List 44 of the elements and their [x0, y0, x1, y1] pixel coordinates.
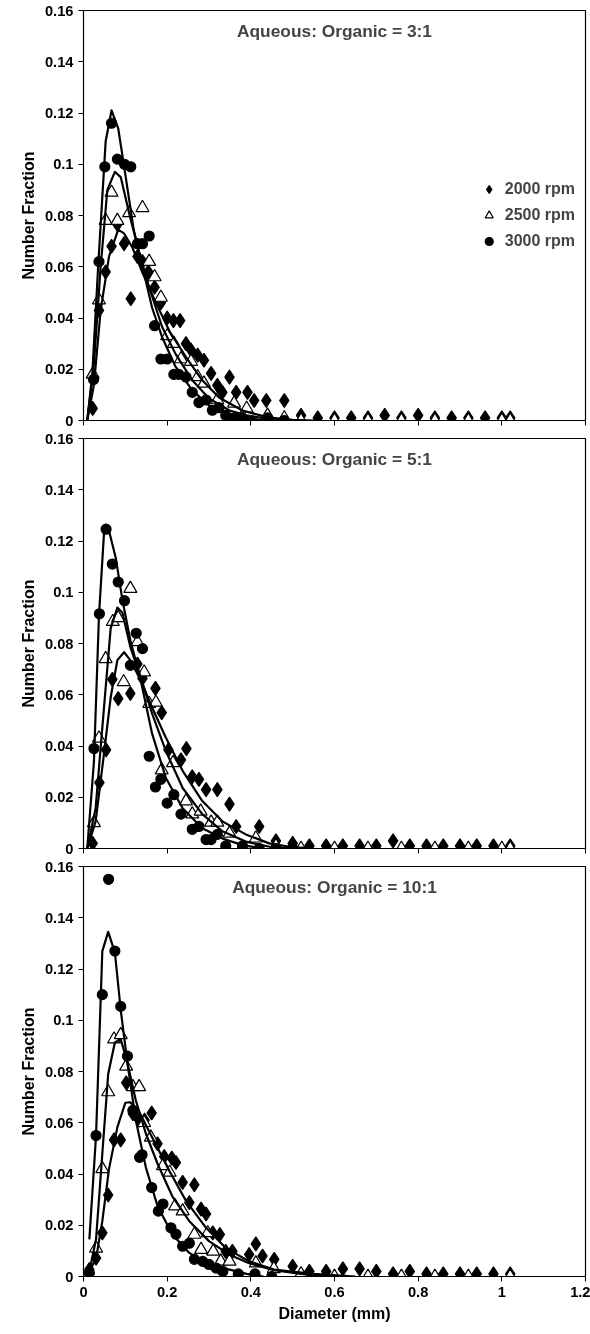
x-tick-label: 0 [79, 1283, 88, 1300]
x-tick-label: 0.2 [156, 1283, 178, 1300]
y-tick-label: 0 [65, 840, 74, 857]
y-tick-label: 0.08 [44, 1063, 74, 1080]
y-tick-label: 0.06 [44, 686, 74, 703]
y-axis-title: Number Fraction [19, 151, 37, 280]
y-tick-label: 0.16 [44, 2, 74, 19]
x-tick-label: 0.8 [407, 1283, 429, 1300]
y-tick-label: 0.14 [44, 53, 75, 70]
text: Aqueous: Organic = 10:1 [232, 876, 438, 897]
y-tick-label: 0.02 [44, 1217, 74, 1234]
y-tick-label: 0.1 [53, 156, 74, 173]
y-tick-label: 0.12 [44, 961, 74, 977]
y-tick-label: 0.12 [44, 105, 74, 121]
y-tick-label: 0.02 [44, 789, 74, 806]
y-tick-label: 0 [65, 412, 74, 429]
x-tick-label: 1 [497, 1283, 506, 1300]
y-tick-label: 0.1 [53, 1012, 74, 1029]
y-tick-label: 0.06 [44, 258, 74, 275]
y-tick-label: 0.1 [53, 584, 74, 601]
y-axis-title: Number Fraction [19, 1007, 37, 1136]
x-tick-label: 0.6 [324, 1283, 345, 1300]
y-tick-label: 0.16 [44, 430, 74, 447]
text: Aqueous: Organic = 5:1 [237, 448, 433, 469]
legend-label: 2000 rpm [504, 180, 575, 198]
text: Aqueous: Organic = 3:1 [237, 20, 433, 41]
y-tick-label: 0.02 [44, 361, 74, 378]
y-tick-label: 0.12 [44, 533, 74, 549]
y-tick-label: 0.14 [44, 481, 75, 498]
x-axis-title: Diameter (mm) [278, 1304, 391, 1322]
y-tick-label: 0.04 [44, 1166, 75, 1182]
y-tick-label: 0.16 [44, 858, 74, 875]
x-tick-label: 1.2 [570, 1283, 590, 1300]
y-tick-label: 0 [65, 1268, 74, 1285]
y-tick-label: 0.08 [44, 207, 74, 224]
legend-label: 3000 rpm [504, 232, 575, 250]
legend-label: 2500 rpm [504, 206, 575, 224]
y-tick-label: 0.08 [44, 635, 74, 652]
y-tick-label: 0.14 [44, 909, 75, 926]
y-tick-label: 0.04 [44, 738, 75, 754]
y-tick-label: 0.06 [44, 1114, 74, 1131]
y-tick-label: 0.04 [44, 310, 75, 326]
y-axis-title: Number Fraction [19, 579, 37, 708]
x-tick-label: 0.4 [240, 1283, 262, 1300]
